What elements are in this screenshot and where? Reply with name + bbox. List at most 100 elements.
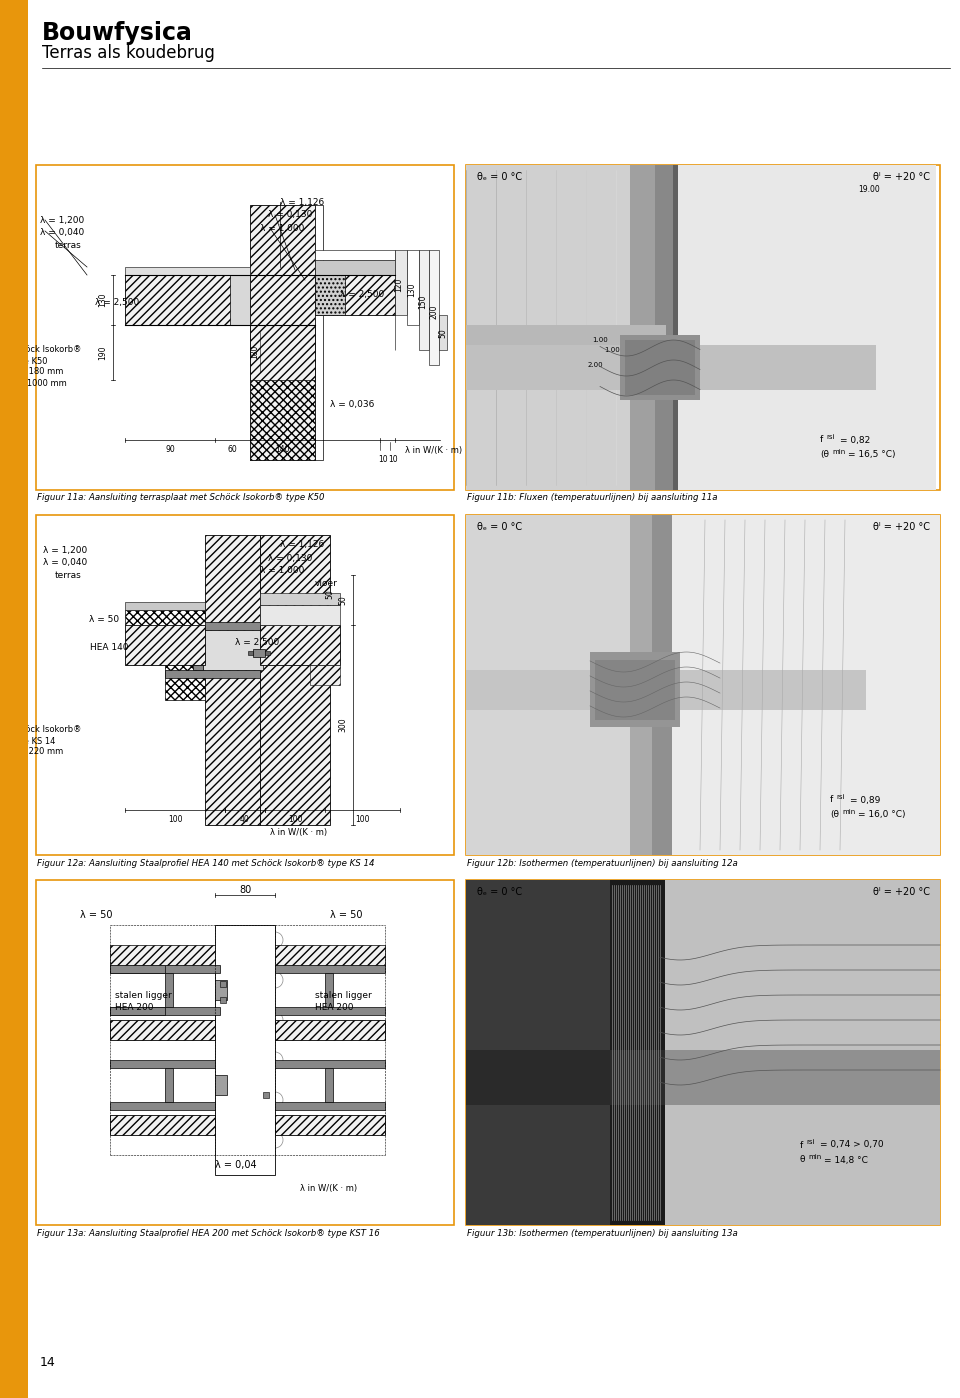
Bar xyxy=(250,324,315,460)
Text: 50: 50 xyxy=(439,329,447,338)
Text: 100: 100 xyxy=(168,815,182,825)
Text: 130: 130 xyxy=(407,282,417,298)
Text: Bouwfysica: Bouwfysica xyxy=(8,660,20,740)
Bar xyxy=(265,651,270,656)
Text: Figuur 13a: Aansluiting Staalprofiel HEA 200 met Schöck Isokorb® type KST 16: Figuur 13a: Aansluiting Staalprofiel HEA… xyxy=(37,1229,380,1237)
Bar xyxy=(165,670,260,678)
Bar xyxy=(466,1050,886,1104)
Text: 100: 100 xyxy=(355,815,370,825)
Bar xyxy=(655,165,673,491)
Bar xyxy=(110,1060,215,1068)
Text: λ = 0,130: λ = 0,130 xyxy=(268,554,312,562)
Text: θᴵ = +20 °C: θᴵ = +20 °C xyxy=(873,172,930,182)
Bar xyxy=(125,625,205,665)
Bar xyxy=(590,651,680,727)
Bar xyxy=(0,0,28,1398)
Text: 120: 120 xyxy=(395,278,403,292)
Bar xyxy=(275,1060,385,1068)
Text: rsi: rsi xyxy=(836,794,845,800)
Text: 50: 50 xyxy=(338,596,347,605)
Bar xyxy=(36,879,454,1225)
Bar xyxy=(315,206,323,460)
Circle shape xyxy=(236,275,244,284)
Bar xyxy=(466,345,876,390)
Text: Bouwfysica: Bouwfysica xyxy=(42,21,193,45)
Circle shape xyxy=(187,639,195,646)
Text: 2.00: 2.00 xyxy=(588,362,603,368)
Bar xyxy=(165,605,205,700)
Bar xyxy=(110,965,165,973)
Text: λ = 50: λ = 50 xyxy=(80,910,112,920)
Text: = 16,5 °C): = 16,5 °C) xyxy=(848,450,896,460)
Text: θₑ = 0 °C: θₑ = 0 °C xyxy=(477,886,522,898)
Circle shape xyxy=(202,629,208,636)
Bar xyxy=(466,879,940,1225)
Bar xyxy=(275,1021,385,1040)
Text: Figuur 11a: Aansluiting terrasplaat met Schöck Isokorb® type K50: Figuur 11a: Aansluiting terrasplaat met … xyxy=(37,493,324,502)
Bar xyxy=(125,267,250,275)
Text: vloer: vloer xyxy=(315,580,338,589)
Circle shape xyxy=(187,649,195,656)
Circle shape xyxy=(236,309,244,317)
Text: Terras als koudebrug: Terras als koudebrug xyxy=(42,43,215,62)
Text: λ = 1,200: λ = 1,200 xyxy=(40,215,84,225)
Bar xyxy=(466,165,656,491)
Bar xyxy=(220,997,226,1002)
Text: H = 180 mm: H = 180 mm xyxy=(10,368,63,376)
Text: type KS 14: type KS 14 xyxy=(10,737,56,745)
Text: = 14,8 °C: = 14,8 °C xyxy=(824,1156,868,1165)
Text: Figuur 12b: Isothermen (temperatuurlijnen) bij aansluiting 12a: Figuur 12b: Isothermen (temperatuurlijne… xyxy=(467,858,737,868)
Circle shape xyxy=(202,658,208,665)
Text: λ = 2,500: λ = 2,500 xyxy=(95,298,139,306)
Bar xyxy=(36,514,454,856)
Text: 10: 10 xyxy=(388,456,397,464)
Text: stalen ligger: stalen ligger xyxy=(115,991,172,1000)
Bar xyxy=(110,945,215,965)
Text: 100: 100 xyxy=(288,815,302,825)
Text: = 0,89: = 0,89 xyxy=(850,795,880,804)
Text: 19.00: 19.00 xyxy=(858,186,880,194)
Bar xyxy=(466,324,666,345)
Text: 140: 140 xyxy=(275,446,289,454)
Bar xyxy=(466,670,866,710)
Bar xyxy=(165,622,260,630)
Text: type K50: type K50 xyxy=(10,356,47,365)
Bar xyxy=(625,340,695,396)
Text: stalen ligger: stalen ligger xyxy=(315,991,372,1000)
Bar xyxy=(419,250,429,350)
Bar xyxy=(407,250,419,324)
Text: 80: 80 xyxy=(239,885,252,895)
Bar xyxy=(203,630,263,670)
Bar xyxy=(125,603,205,610)
Bar xyxy=(125,275,250,324)
Text: θᴵ = +20 °C: θᴵ = +20 °C xyxy=(873,886,930,898)
Text: λ = 1,126: λ = 1,126 xyxy=(280,541,324,549)
Text: 150: 150 xyxy=(419,295,427,309)
Bar xyxy=(260,605,340,625)
Circle shape xyxy=(187,658,195,665)
Bar xyxy=(275,1007,385,1015)
Circle shape xyxy=(236,298,244,306)
Text: f: f xyxy=(820,436,824,445)
Bar xyxy=(466,514,656,856)
Text: 190: 190 xyxy=(98,345,107,361)
Text: λ = 50: λ = 50 xyxy=(89,615,119,625)
Bar xyxy=(439,315,447,350)
Text: λ = 0,130: λ = 0,130 xyxy=(268,211,312,219)
Bar xyxy=(678,165,936,491)
Text: λ = 2,500: λ = 2,500 xyxy=(340,291,384,299)
Bar xyxy=(315,250,395,260)
Text: λ = 0,036: λ = 0,036 xyxy=(330,400,374,410)
Bar xyxy=(110,1021,215,1040)
Bar xyxy=(165,973,173,1007)
Bar xyxy=(429,250,439,365)
Bar xyxy=(260,593,340,605)
Bar xyxy=(665,1050,940,1104)
Bar xyxy=(250,380,315,460)
Text: 1.00: 1.00 xyxy=(592,337,608,343)
Text: 1.00: 1.00 xyxy=(604,347,620,354)
Bar xyxy=(620,336,700,400)
Circle shape xyxy=(202,639,208,646)
Bar xyxy=(260,535,330,825)
Text: λ = 1,000: λ = 1,000 xyxy=(260,566,304,576)
